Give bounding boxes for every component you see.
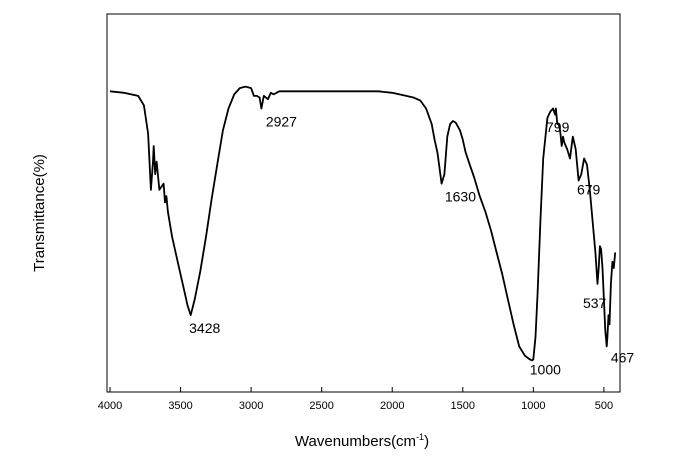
spectrum-line [109,85,617,362]
peak-label-537: 537 [583,295,607,311]
x-tick-label: 500 [595,400,613,412]
x-tick-label: 2500 [309,400,333,412]
x-tick-label: 3500 [168,400,192,412]
x-axis-title-text: Wavenumbers(cm [295,433,416,450]
peak-label-467: 467 [611,349,635,365]
peak-annotations: 3428 2927 1630 1000 799 679 537 467 [189,113,634,377]
peak-label-799: 799 [546,119,570,135]
peak-label-679: 679 [577,181,601,197]
x-tick-label: 1500 [451,400,475,412]
peak-label-1000: 1000 [530,361,561,377]
x-tick-label: 3000 [239,400,263,412]
x-axis-ticks [109,387,605,392]
y-axis-title: Transmittance(%) [31,154,48,272]
x-axis-title-close: ) [424,433,429,450]
x-tick-label: 2000 [380,400,404,412]
peak-label-3428: 3428 [189,320,220,336]
x-axis-tick-labels: 4000 3500 3000 2500 2000 1500 1000 500 [98,400,613,412]
peak-label-1630: 1630 [445,189,476,205]
x-tick-label: 4000 [98,400,122,412]
peak-label-2927: 2927 [266,113,297,129]
plot-frame [106,13,621,393]
x-tick-label: 1000 [521,400,545,412]
x-axis-title: Wavenumbers(cm-1) [295,432,429,450]
x-axis-title-superscript: -1 [416,432,424,442]
